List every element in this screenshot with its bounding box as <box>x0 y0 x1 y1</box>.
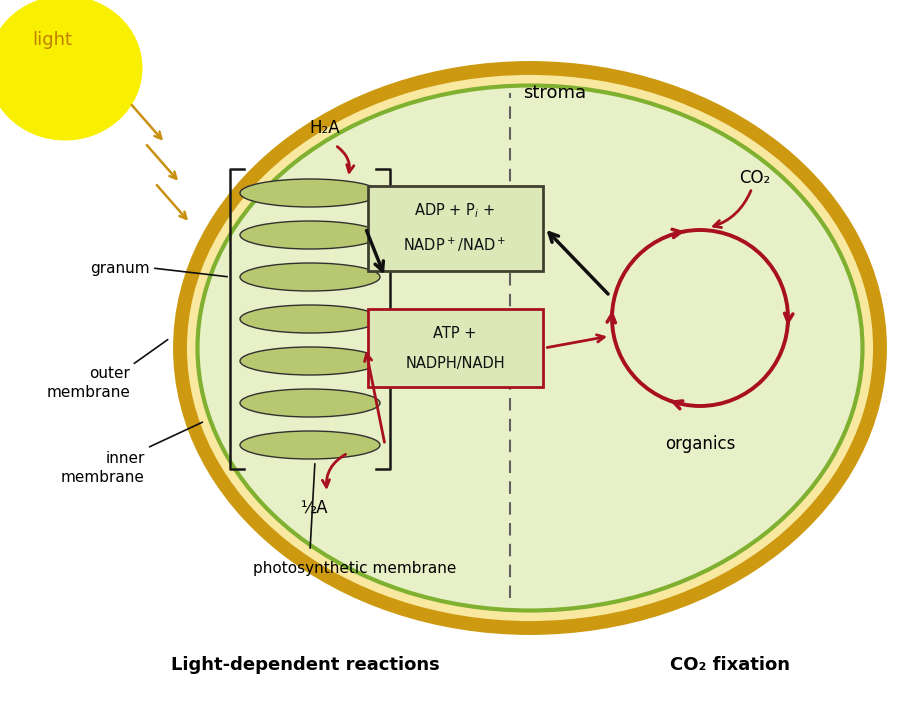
Text: light: light <box>32 31 72 49</box>
Text: ATP +: ATP + <box>433 325 476 340</box>
FancyBboxPatch shape <box>367 186 542 271</box>
Text: NADPH/NADH: NADPH/NADH <box>405 356 505 370</box>
FancyBboxPatch shape <box>367 309 542 387</box>
Ellipse shape <box>240 263 380 291</box>
Text: organics: organics <box>665 435 735 453</box>
Ellipse shape <box>240 431 380 459</box>
Ellipse shape <box>180 68 880 628</box>
Text: ½A: ½A <box>301 499 328 517</box>
Text: H₂A: H₂A <box>309 119 340 137</box>
Ellipse shape <box>0 0 143 141</box>
Text: inner
membrane: inner membrane <box>61 451 145 485</box>
Ellipse shape <box>240 221 380 249</box>
Text: outer
membrane: outer membrane <box>46 366 130 400</box>
Text: CO₂ fixation: CO₂ fixation <box>670 656 790 674</box>
Text: photosynthetic membrane: photosynthetic membrane <box>253 560 456 576</box>
Ellipse shape <box>240 305 380 333</box>
Text: NADP$^+$/NAD$^+$: NADP$^+$/NAD$^+$ <box>403 236 507 254</box>
Text: Light-dependent reactions: Light-dependent reactions <box>170 656 439 674</box>
Text: granum: granum <box>90 261 150 276</box>
Ellipse shape <box>240 179 380 207</box>
Text: CO₂: CO₂ <box>740 169 770 187</box>
Ellipse shape <box>240 389 380 417</box>
Ellipse shape <box>198 86 862 610</box>
Ellipse shape <box>240 347 380 375</box>
Text: stroma: stroma <box>523 84 586 102</box>
Text: ADP + P$_i$ +: ADP + P$_i$ + <box>414 202 495 220</box>
